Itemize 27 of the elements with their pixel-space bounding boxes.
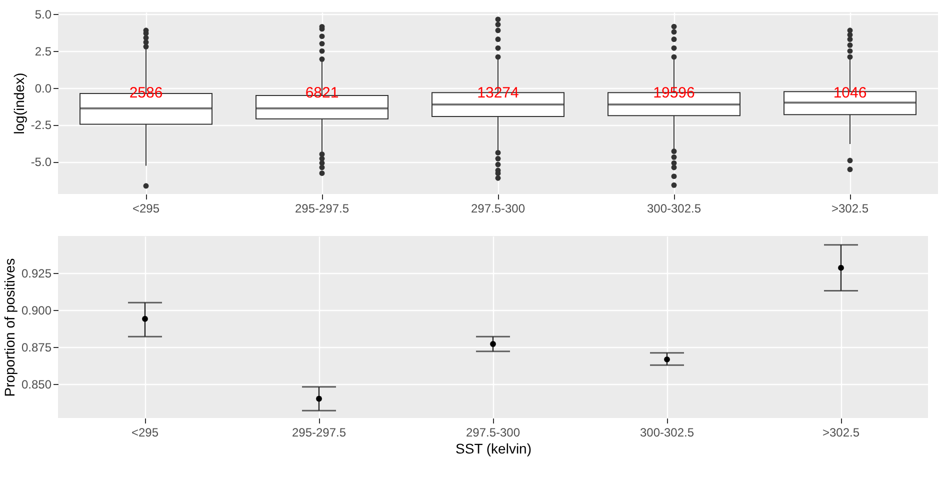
x-tick-label: <295 xyxy=(132,202,160,216)
y-tick-label: -2.5 xyxy=(30,118,52,132)
x-tick-label: 295-297.5 xyxy=(294,202,350,216)
y-tick-label: -5.0 xyxy=(30,155,52,170)
x-axis-title: SST (kelvin) xyxy=(456,440,532,456)
point xyxy=(838,264,844,271)
x-tick-label: 297.5-300 xyxy=(470,202,526,216)
y-tick-label: 0.0 xyxy=(34,81,52,96)
point xyxy=(664,356,670,362)
x-tick-label: <295 xyxy=(131,426,159,440)
point xyxy=(490,341,496,347)
x-tick-label: >302.5 xyxy=(822,426,860,440)
y-tick-label: 0.900 xyxy=(21,303,52,318)
y-tick-label: 0.925 xyxy=(21,266,52,280)
x-tick-label: >302.5 xyxy=(831,202,869,216)
point xyxy=(142,316,148,322)
y-tick-label: 0.875 xyxy=(21,340,52,354)
y-tick-label: 5.0 xyxy=(34,8,52,22)
x-tick-label: 300-302.5 xyxy=(646,202,702,216)
x-tick-label: 295-297.5 xyxy=(292,426,346,440)
x-tick-label: 300-302.5 xyxy=(640,426,694,440)
x-tick-label: 297.5-300 xyxy=(466,426,520,440)
point xyxy=(316,396,322,402)
y-tick-label: 0.850 xyxy=(21,377,52,392)
y-axis-title: log(index) xyxy=(10,72,27,134)
y-tick-label: 2.5 xyxy=(34,44,52,59)
y-axis-title: Proportion of positives xyxy=(1,258,18,397)
